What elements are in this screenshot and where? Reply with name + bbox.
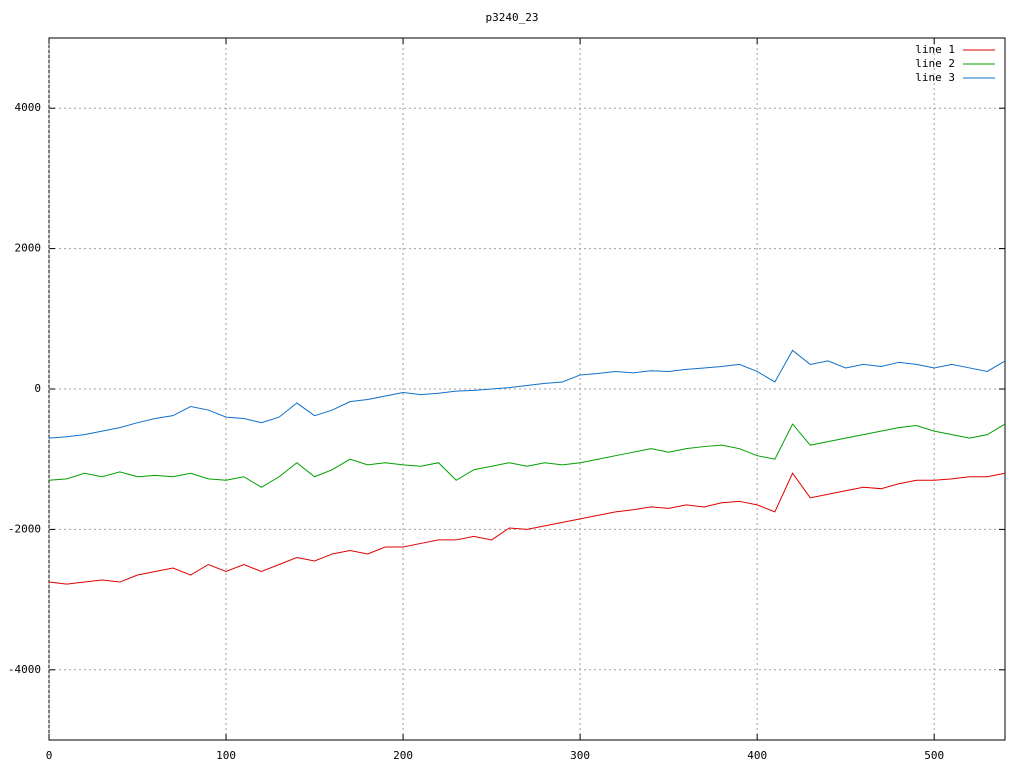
y-tick-label: 2000 <box>15 242 42 255</box>
x-tick-label: 0 <box>46 749 53 762</box>
y-tick-label: 0 <box>34 382 41 395</box>
data-line <box>48 472 1006 585</box>
legend-label: line 3 <box>915 71 955 84</box>
y-tick-label: -4000 <box>8 663 41 676</box>
legend-label: line 1 <box>915 43 955 56</box>
x-tick-label: 100 <box>216 749 236 762</box>
legend-label: line 2 <box>915 57 955 70</box>
x-tick-label: 500 <box>924 749 944 762</box>
data-line <box>48 349 1006 439</box>
chart-title: p3240_23 <box>486 11 539 24</box>
x-tick-label: 400 <box>747 749 767 762</box>
x-tick-label: 200 <box>393 749 413 762</box>
plot-frame <box>48 37 1006 741</box>
data-line <box>48 423 1006 488</box>
x-tick-label: 300 <box>570 749 590 762</box>
y-tick-label: 4000 <box>15 101 42 114</box>
y-tick-label: -2000 <box>8 522 41 535</box>
